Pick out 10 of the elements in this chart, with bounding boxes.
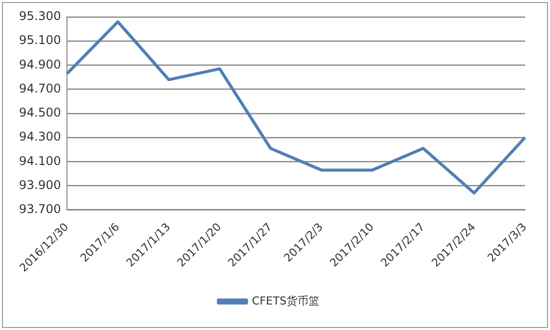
y-tick-label: 95.300	[18, 9, 61, 24]
y-tick-label: 95.100	[18, 33, 61, 48]
y-tick-label: 94.500	[18, 106, 61, 120]
legend-label: CFETS货币篮	[252, 294, 320, 308]
y-tick-label: 93.700	[18, 202, 61, 216]
y-tick-label: 94.700	[18, 81, 61, 96]
y-tick-label: 94.100	[18, 154, 61, 168]
y-tick-label: 93.900	[18, 178, 61, 192]
y-tick-label: 94.900	[18, 57, 61, 72]
y-tick-label: 94.300	[18, 130, 61, 144]
